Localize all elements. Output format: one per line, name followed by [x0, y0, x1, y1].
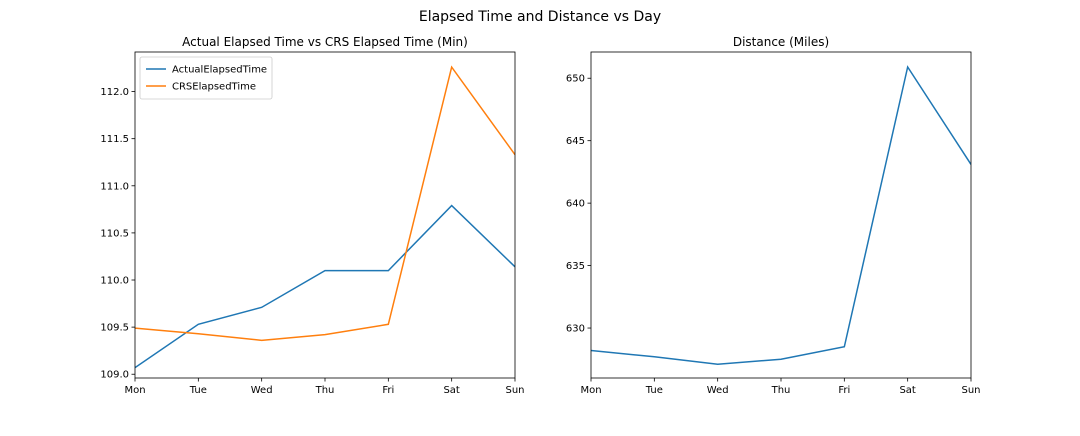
x-tick-label: Wed: [707, 385, 729, 396]
x-tick-label: Wed: [251, 385, 273, 396]
x-tick-label: Sat: [899, 385, 915, 396]
y-tick-label: 630: [566, 324, 585, 335]
y-tick-label: 111.0: [100, 181, 129, 192]
chart-elapsed-time: Actual Elapsed Time vs CRS Elapsed Time …: [100, 35, 524, 396]
y-tick-label: 650: [566, 74, 585, 85]
y-tick-label: 635: [566, 261, 585, 272]
series-line-actualelapsedtime: [135, 206, 515, 368]
x-tick-label: Tue: [189, 385, 207, 396]
y-tick-label: 112.0: [100, 87, 129, 98]
x-tick-label: Fri: [382, 385, 394, 396]
y-tick-label: 109.5: [100, 323, 129, 334]
chart-title: Actual Elapsed Time vs CRS Elapsed Time …: [182, 35, 468, 49]
y-tick-label: 110.0: [100, 276, 129, 287]
x-tick-label: Thu: [771, 385, 791, 396]
legend: ActualElapsedTime CRSElapsedTime: [140, 57, 272, 99]
legend-box: [140, 57, 272, 99]
x-tick-label: Fri: [838, 385, 850, 396]
series-line-crselapsedtime: [135, 67, 515, 340]
plot-frame: [591, 52, 971, 378]
x-tick-label: Mon: [580, 385, 601, 396]
y-tick-label: 109.0: [100, 370, 129, 381]
chart-title: Distance (Miles): [733, 35, 829, 49]
figure-suptitle: Elapsed Time and Distance vs Day: [419, 9, 661, 25]
x-tick-label: Sun: [961, 385, 980, 396]
legend-entry: ActualElapsedTime: [172, 65, 267, 76]
y-tick-label: 640: [566, 199, 585, 210]
x-tick-label: Thu: [315, 385, 335, 396]
y-tick-label: 645: [566, 136, 585, 147]
chart-distance: Distance (Miles) Mon Tue Wed Thu Fri Sat Sun 63…: [566, 35, 981, 396]
x-tick-label: Sat: [443, 385, 459, 396]
series-line: [591, 67, 971, 364]
y-tick-label: 110.5: [100, 228, 129, 239]
x-tick-label: Sun: [505, 385, 524, 396]
x-tick-label: Tue: [645, 385, 663, 396]
legend-entry: CRSElapsedTime: [172, 82, 256, 93]
y-tick-label: 111.5: [100, 134, 129, 145]
x-tick-label: Mon: [124, 385, 145, 396]
